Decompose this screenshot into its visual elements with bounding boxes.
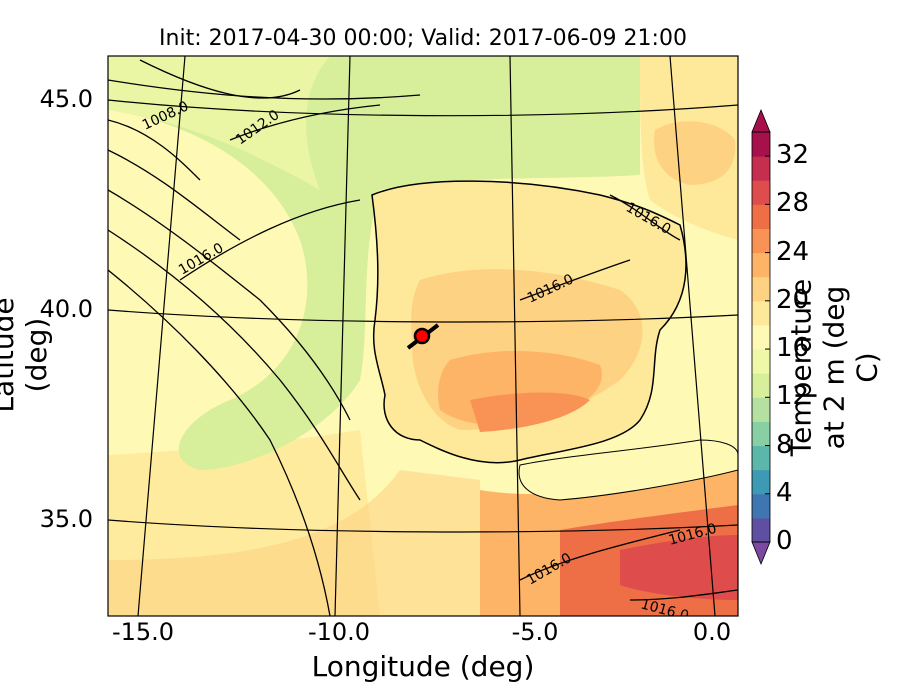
cool-ocean-region (108, 56, 640, 470)
colorbar-segment (752, 252, 770, 278)
isobar-line (629, 589, 738, 601)
colorbar-segment (752, 349, 770, 374)
colorbar-tick-label: 8 (776, 429, 793, 460)
latitude-line-45 (108, 99, 738, 117)
x-tick-label: -15.0 (111, 618, 175, 646)
isobar-contours (108, 59, 738, 616)
colorbar-segment (752, 300, 770, 326)
longitude-line-10 (334, 56, 351, 616)
north-africa-hottest (620, 535, 738, 600)
x-axis-label: Longitude (deg) (311, 650, 535, 683)
colorbar-segment (752, 445, 770, 471)
colorbar-tick-label: 12 (776, 381, 810, 412)
colorbar-segment (752, 276, 770, 302)
isobar-line (108, 149, 241, 241)
colorbar-segment (752, 132, 770, 157)
y-tick-label: 40.0 (39, 295, 93, 323)
colorbar-tick-label: 0 (776, 526, 793, 556)
plot-frame (107, 55, 739, 617)
colorbar-segment (752, 228, 770, 254)
colorbar-segment (752, 156, 770, 181)
colorbar-frame (751, 131, 771, 543)
isobar-line (108, 229, 361, 501)
mid-ocean-region (108, 56, 330, 190)
colorbar-segment (752, 421, 770, 447)
isobar-line (229, 104, 381, 141)
latitude-line-35 (108, 519, 738, 533)
isobar-line (609, 194, 681, 241)
colorbar-segment (752, 517, 770, 543)
isobar-line (108, 119, 201, 181)
iberia-hottest-region (470, 392, 590, 432)
longitude-line-0 (669, 56, 716, 616)
isobar-line (519, 529, 681, 581)
isobar-line (519, 259, 631, 301)
isobar-line (108, 269, 331, 616)
colorbar-extend-max (751, 108, 771, 133)
isobar-line (139, 59, 301, 99)
isobar-line (108, 189, 351, 421)
y-axis-label: Latitude (deg) (0, 297, 53, 413)
colorbar-extend-min (751, 541, 771, 566)
x-tick-label: -5.0 (511, 618, 559, 646)
latitude-line-40 (108, 309, 738, 323)
france-warm-region (654, 121, 736, 185)
colorbar-tick-label: 16 (776, 333, 810, 364)
colorbar-segment (752, 324, 770, 350)
colorbar-segment (752, 397, 770, 422)
colorbar (751, 108, 771, 566)
map-area: 1008.0 1012.0 1016.0 1016.0 1016.0 1016.… (108, 56, 738, 616)
graticule (108, 56, 738, 616)
x-tick-label: -10.0 (307, 618, 371, 646)
isobar-line (108, 79, 421, 100)
colorbar-segment (752, 180, 770, 205)
longitude-line-15 (137, 56, 186, 616)
colorbar-tick-label: 20 (776, 284, 810, 315)
location-marker (406, 323, 440, 350)
colorbar-segment (752, 493, 770, 519)
colorbar-tick-label: 4 (776, 477, 793, 508)
mediterranean-sea (518, 439, 738, 501)
y-tick-label: 35.0 (39, 505, 93, 533)
map-title: Init: 2017-04-30 00:00; Valid: 2017-06-0… (159, 26, 687, 51)
location-marker-dot (413, 327, 431, 345)
ocean-warm-band-south (108, 470, 480, 616)
colorbar-tick-label: 24 (776, 236, 810, 267)
colorbar-tick-label: 28 (776, 188, 810, 219)
colorbar-segment (752, 373, 770, 398)
longitude-line-5 (509, 56, 521, 616)
colorbar-tick-label: 32 (776, 140, 810, 171)
colorbar-segment (752, 469, 770, 495)
colorbar-label: Temperature at 2 m (deg C) (784, 278, 884, 457)
colorbar-segment (752, 204, 770, 229)
y-tick-label: 45.0 (39, 85, 93, 113)
isobar-line (179, 199, 361, 281)
x-tick-label: 0.0 (692, 618, 732, 646)
